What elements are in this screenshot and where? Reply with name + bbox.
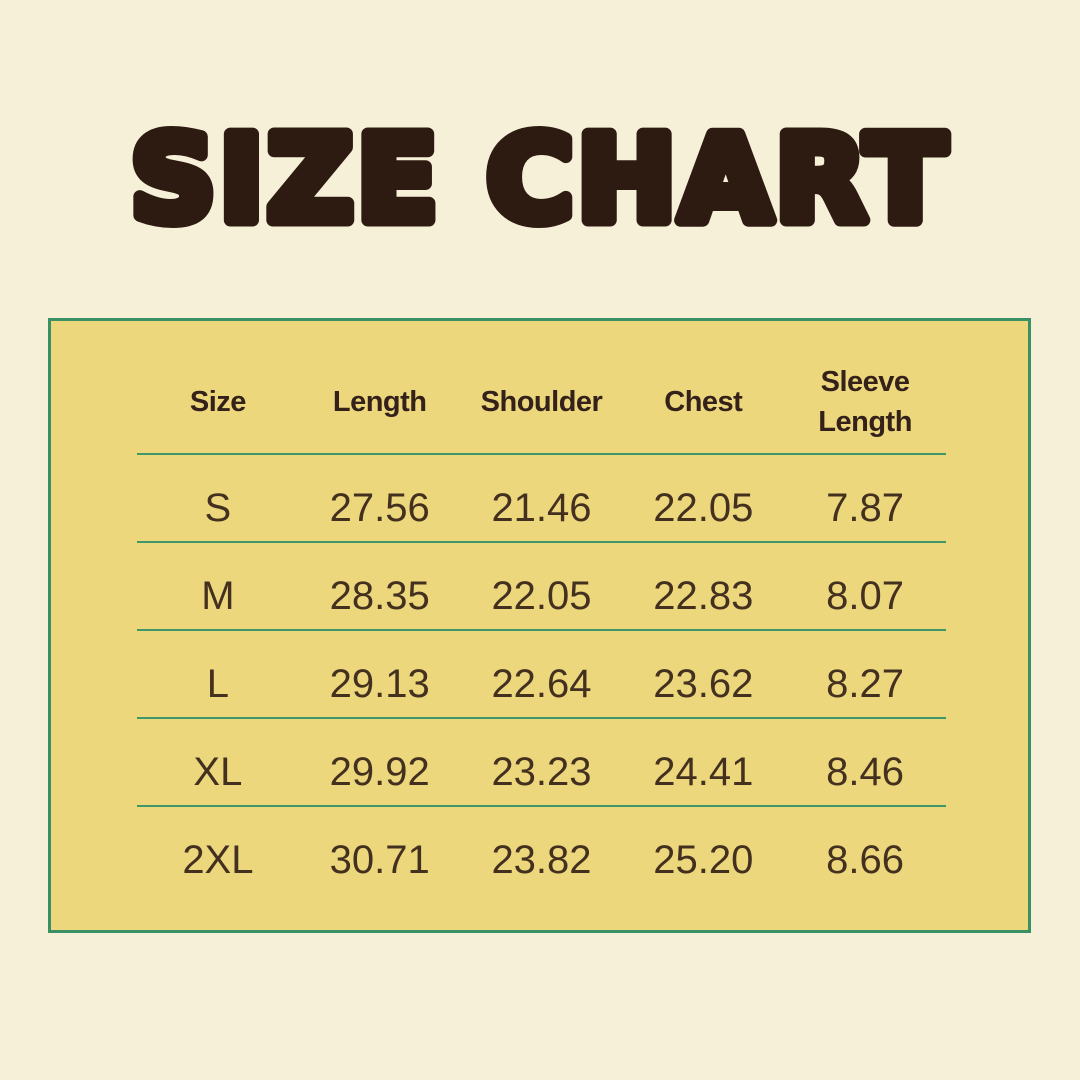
- cell-shoulder: 22.64: [491, 661, 592, 706]
- cell-length: 28.35: [329, 573, 430, 618]
- table-row-2xl: 2XL 30.71 23.82 25.20 8.66: [137, 805, 946, 893]
- cell-shoulder: 21.46: [491, 485, 592, 530]
- column-header-shoulder: Shoulder: [480, 386, 603, 418]
- column-header-chest: Chest: [664, 386, 743, 418]
- cell-size: M: [201, 573, 235, 618]
- cell-chest: 24.41: [653, 749, 754, 794]
- cell-size: L: [206, 661, 230, 706]
- cell-size: S: [204, 485, 232, 530]
- cell-chest: 22.83: [653, 573, 754, 618]
- page-title-text: SIZE CHART: [131, 110, 950, 248]
- size-chart-table: Size Length Shoulder Chest Sleeve Length…: [48, 318, 1031, 933]
- cell-chest: 22.05: [653, 485, 754, 530]
- table-row-s: S 27.56 21.46 22.05 7.87: [137, 453, 946, 541]
- cell-size: 2XL: [182, 837, 254, 882]
- table-header-row: Size Length Shoulder Chest Sleeve Length: [137, 321, 946, 453]
- cell-sleeve-length: 7.87: [826, 485, 905, 530]
- cell-chest: 25.20: [653, 837, 754, 882]
- title-graphic: SIZE CHART: [124, 104, 952, 255]
- table-row-m: M 28.35 22.05 22.83 8.07: [137, 541, 946, 629]
- cell-sleeve-length: 8.66: [826, 837, 905, 882]
- column-header-length: Length: [332, 386, 427, 418]
- cell-length: 29.13: [329, 661, 430, 706]
- cell-sleeve-length: 8.27: [826, 661, 905, 706]
- cell-shoulder: 23.82: [491, 837, 592, 882]
- cell-length: 30.71: [329, 837, 430, 882]
- cell-size: XL: [193, 749, 243, 794]
- cell-length: 29.92: [329, 749, 430, 794]
- column-header-size: Size: [189, 386, 247, 418]
- cell-chest: 23.62: [653, 661, 754, 706]
- cell-shoulder: 22.05: [491, 573, 592, 618]
- cell-length: 27.56: [329, 485, 430, 530]
- table-row-l: L 29.13 22.64 23.62 8.27: [137, 629, 946, 717]
- column-header-sleeve-length: Sleeve Length: [818, 366, 912, 438]
- cell-sleeve-length: 8.07: [826, 573, 905, 618]
- cell-sleeve-length: 8.46: [826, 749, 905, 794]
- cell-shoulder: 23.23: [491, 749, 592, 794]
- page-title: SIZE CHART: [0, 0, 1080, 270]
- size-chart-table-inner: Size Length Shoulder Chest Sleeve Length…: [51, 321, 1028, 930]
- table-row-xl: XL 29.92 23.23 24.41 8.46: [137, 717, 946, 805]
